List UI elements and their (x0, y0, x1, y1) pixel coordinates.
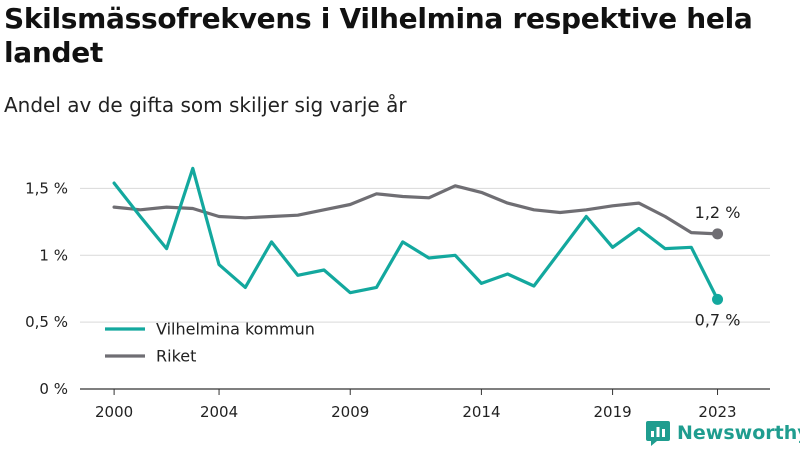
end-value-label-riket: 1,2 % (695, 203, 741, 222)
legend-label: Riket (156, 347, 196, 366)
x-tick-label: 2009 (331, 403, 369, 421)
end-value-label-vilhelmina: 0,7 % (695, 310, 741, 329)
y-tick-label: 0,5 % (25, 313, 68, 331)
x-tick-label: 2004 (200, 403, 238, 421)
chart-title: Skilsmässofrekvens i Vilhelmina respekti… (4, 2, 753, 69)
newsworthy-logo: Newsworthy (645, 418, 800, 448)
x-tick-label: 2000 (95, 403, 133, 421)
x-tick-label: 2023 (698, 403, 736, 421)
x-tick-label: 2014 (462, 403, 500, 421)
brand-name: Newsworthy (677, 422, 800, 444)
y-tick-label: 0 % (39, 380, 68, 398)
series-end-point-vilhelmina (712, 293, 724, 305)
series-line-vilhelmina (112, 166, 720, 301)
series-line-riket (112, 184, 720, 236)
series-end-point-riket (712, 228, 724, 240)
newsworthy-logo-icon (646, 421, 670, 446)
legend-label: Vilhelmina kommun (156, 320, 315, 339)
y-tick-label: 1,5 % (25, 179, 68, 197)
y-tick-label: 1 % (39, 246, 68, 264)
x-tick-label: 2019 (593, 403, 631, 421)
chart-subtitle: Andel av de gifta som skiljer sig varje … (4, 93, 407, 117)
